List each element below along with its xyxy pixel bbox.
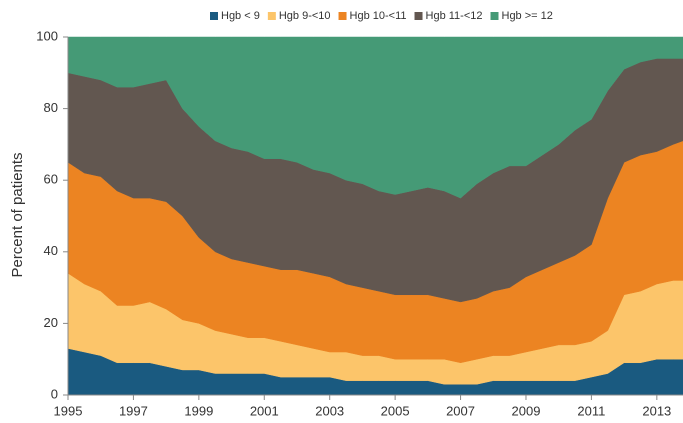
x-tick-label: 2009	[512, 403, 541, 418]
x-tick-label: 2013	[642, 403, 671, 418]
y-tick-label: 80	[44, 100, 58, 115]
legend-swatch	[210, 12, 218, 20]
x-tick-label: 1999	[184, 403, 213, 418]
legend-label: Hgb >= 12	[502, 10, 553, 22]
area	[67, 36, 683, 199]
legend-label: Hgb 10-<11	[350, 10, 407, 22]
legend-swatch	[490, 12, 499, 20]
y-axis-label: Percent of patients	[9, 152, 26, 277]
x-tick-label: 2007	[446, 403, 475, 418]
x-tick-label: 2011	[577, 403, 605, 418]
x-tick-label: 1995	[54, 403, 83, 418]
y-tick-label: 0	[51, 386, 58, 401]
x-tick-label: 2001	[250, 403, 279, 418]
x-tick-label: 1997	[119, 403, 148, 418]
y-tick-label: 100	[36, 28, 58, 43]
y-tick-label: 20	[44, 315, 58, 330]
y-tick-label: 60	[44, 172, 58, 187]
legend-label: Hgb 9-<10	[279, 10, 331, 22]
legend-swatch	[414, 12, 423, 20]
legend-label: Hgb 11-<12	[426, 10, 483, 22]
y-tick-label: 40	[44, 243, 58, 258]
legend-label: Hgb < 9	[221, 10, 260, 22]
x-tick-label: 2005	[381, 403, 410, 418]
legend-swatch	[267, 12, 276, 20]
x-tick-label: 2003	[315, 403, 344, 418]
legend-swatch	[338, 12, 347, 20]
